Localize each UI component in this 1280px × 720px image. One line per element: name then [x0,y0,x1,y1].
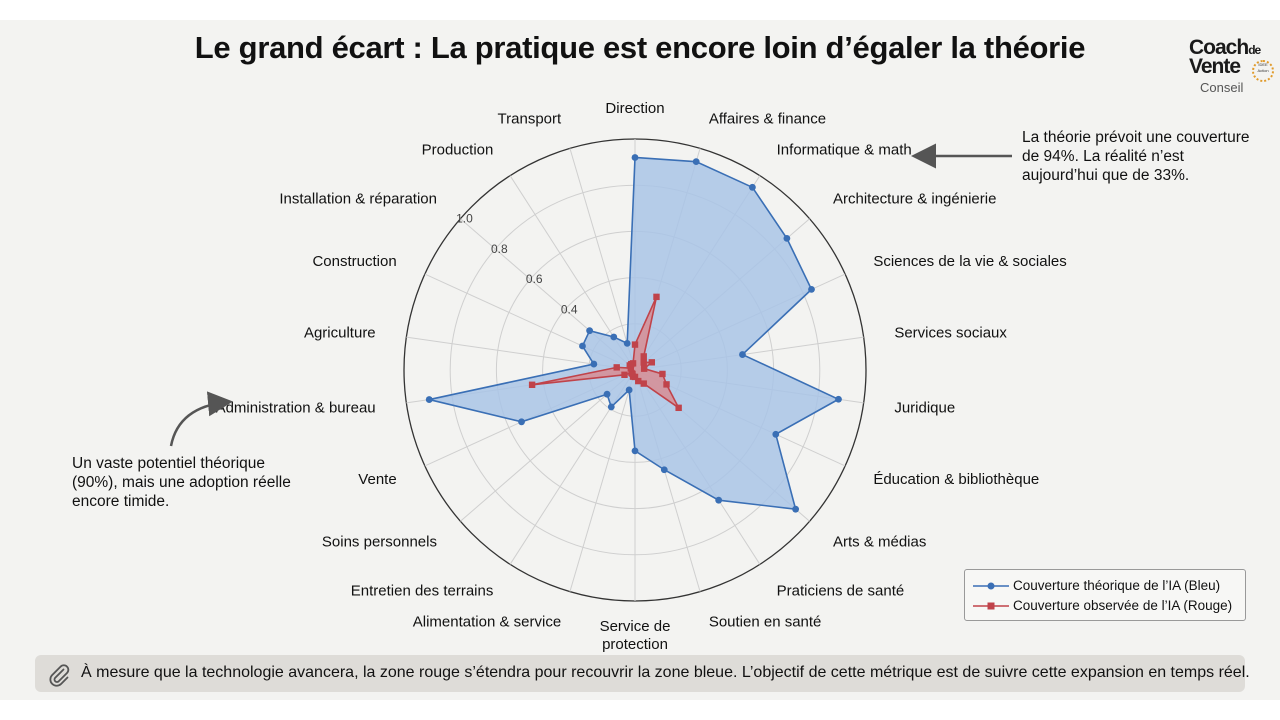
grid-spoke [569,369,636,592]
data-point-observed [635,377,642,385]
data-point-theoretical [603,390,611,398]
data-point-theoretical [660,466,668,474]
data-point-theoretical [631,447,639,455]
data-point-observed [648,359,656,366]
axis-label: Juridique [894,399,955,416]
annotation-theory-it: La théorie prévoit une couverture de 94%… [1022,129,1250,184]
legend-label-theoretical: Couverture théorique de l’IA (Bleu) [1013,578,1221,593]
data-point-observed [675,404,682,412]
data-point-observed [631,341,639,348]
radial-tick-label: 0.4 [561,302,578,316]
footer-banner: À mesure que la technologie avancera, la… [35,655,1250,692]
data-point-observed [613,364,620,371]
axis-label: Services sociaux [894,325,1007,342]
radial-tick-label: 1.0 [456,212,473,226]
legend-marker-circle-icon [973,582,1009,590]
axis-label: Architecture & ingénierie [833,190,996,207]
data-point-observed [621,371,628,378]
area-theoretical [429,156,841,511]
axis-label: Agriculture [304,325,376,342]
data-point-observed [640,365,648,372]
axis-label: Affaires & finance [709,111,826,128]
data-point-theoretical [607,403,615,411]
axis-label: Soutien en santé [709,613,822,630]
data-point-theoretical [748,183,756,191]
logo-badge: IDEE Action [1252,60,1274,82]
axis-label: Service de protection [600,618,671,653]
axis-label: Informatique & math [777,142,912,159]
data-point-theoretical [715,496,723,504]
data-point-theoretical [425,396,433,403]
legend-marker-square-icon [973,602,1009,610]
axis-label: Éducation & bibliothèque [873,471,1039,488]
data-point-theoretical [518,418,525,426]
series-observed [528,293,682,412]
footer-text: À mesure que la technologie avancera, la… [81,664,1250,681]
data-point-theoretical [586,327,594,335]
data-point-theoretical [783,234,791,242]
data-point-theoretical [808,285,815,293]
axis-label: Arts & médias [833,534,926,551]
axis-label: Production [422,142,494,159]
axis-label: Soins personnels [322,534,437,551]
axis-label: Construction [312,253,396,270]
axis-label: Sciences de la vie & sociales [873,253,1066,270]
radial-tick-label: 0.6 [526,272,543,286]
series-theoretical [425,154,842,513]
data-point-theoretical [792,505,800,513]
data-point-theoretical [625,386,633,394]
radar-series [425,154,842,513]
data-point-theoretical [610,333,618,341]
data-point-theoretical [579,342,586,350]
axis-label: Transport [498,111,562,128]
data-point-observed [653,293,660,301]
radial-tick-label: 0.8 [491,242,508,256]
data-point-theoretical [590,360,598,368]
grid-spoke [569,148,636,371]
page-title: Le grand écart : La pratique est encore … [194,30,1086,65]
chart-legend: Couverture théorique de l’IA (Bleu) Couv… [964,569,1246,621]
data-point-observed [629,360,637,367]
legend-label-observed: Couverture observée de l’IA (Rouge) [1013,598,1233,613]
data-point-observed [628,369,635,377]
data-point-theoretical [772,430,780,438]
annotation-arrows [169,143,1012,447]
data-point-theoretical [739,351,746,358]
axis-label: Vente [358,471,396,488]
data-point-observed [528,381,536,388]
data-point-observed [659,370,666,378]
data-point-observed [640,359,647,366]
data-point-theoretical [631,154,639,161]
axis-label: Praticiens de santé [777,582,905,599]
data-point-theoretical [692,158,700,166]
data-point-observed [663,381,670,388]
axis-label: Direction [605,100,664,117]
axis-label: Entretien des terrains [351,582,494,599]
data-point-theoretical [623,340,631,347]
data-point-observed [640,353,647,360]
axis-label: Administration & bureau [216,399,376,416]
data-point-observed [640,380,647,387]
brand-logo: Coachde Vente Conseil IDEE Action [1186,36,1278,102]
annotation-admin-potential: Un vaste potentiel théorique (90%), mais… [72,455,291,510]
paperclip-icon [49,664,70,687]
axis-label: Alimentation & service [413,613,561,630]
data-point-theoretical [835,395,842,403]
annotation-arrow-left [169,391,233,447]
axis-label: Installation & réparation [279,190,437,207]
radar-axis-labels: Direction Affaires & finance Informatique … [216,100,1067,653]
